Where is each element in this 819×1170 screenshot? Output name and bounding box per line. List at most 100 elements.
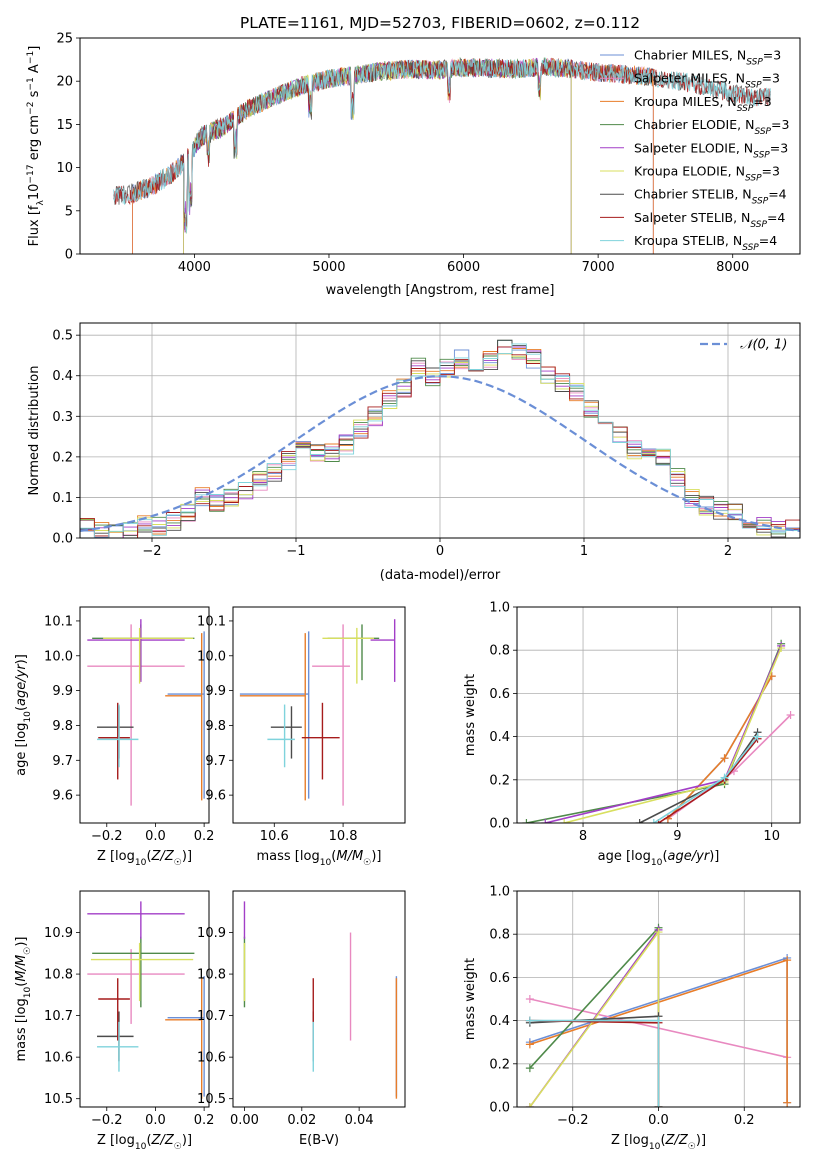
x-tick-label: 10.6 — [260, 829, 289, 844]
y-tick-label: 0.2 — [489, 773, 510, 788]
y-tick-label: 10.9 — [197, 926, 226, 941]
data-point-marker — [777, 644, 786, 653]
plot-frame — [79, 322, 801, 539]
legend: Chabrier MILES, NSSP=3 Salpeter MILES, NS… — [600, 48, 789, 253]
spectrum-series-line — [132, 58, 654, 254]
y-tick-label: 15 — [56, 118, 73, 133]
y-tick-label: 0.4 — [489, 1014, 510, 1029]
x-tick-label: −0.2 — [91, 829, 123, 844]
data-point-marker — [525, 1064, 534, 1073]
spectrum-series-line — [113, 57, 771, 234]
x-tick-label: 9 — [673, 829, 681, 844]
x-axis-label: mass [log10(M/M☉)] — [257, 849, 382, 868]
x-axis-label: Z [log10(Z/Z☉)] — [611, 1133, 706, 1152]
mass-weight-series-line — [564, 647, 782, 823]
y-axis-label: mass weight — [463, 958, 478, 1040]
data-point-marker — [635, 819, 644, 823]
series-group — [80, 339, 800, 538]
x-tick-label: 0.04 — [345, 1113, 374, 1128]
y-tick-label: 0.4 — [52, 369, 73, 384]
y-tick-label: 10.0 — [197, 649, 226, 664]
x-axis-label: Z [log10(Z/Z☉)] — [97, 1133, 192, 1152]
y-tick-label: 9.8 — [205, 719, 226, 734]
x-axis-label: wavelength [Angstrom, rest frame] — [326, 283, 555, 298]
x-tick-label: 8 — [579, 829, 587, 844]
chart-6: 0.00 0.02 0.04 10.5 10.6 10.7 10.8 10.9 E(B-V) — [197, 890, 406, 1148]
data-point-marker — [720, 754, 729, 763]
y-tick-label: 0.8 — [489, 928, 510, 943]
y-axis-label: Normed distribution — [27, 366, 42, 496]
y-tick-label: 10.1 — [44, 614, 73, 629]
y-tick-label: 0.3 — [52, 410, 73, 425]
chart-3: 10.6 10.8 9.6 9.7 9.8 9.9 10.0 10.1 mass [log10(… — [197, 606, 406, 868]
series-group — [87, 619, 205, 806]
y-tick-label: 0.1 — [52, 491, 73, 506]
y-tick-label: 10.5 — [197, 1092, 226, 1107]
y-tick-label: 10 — [56, 161, 73, 176]
plot-frame — [79, 37, 801, 255]
plot-frame — [232, 606, 406, 824]
y-tick-label: 0.0 — [52, 532, 73, 547]
chart-title: PLATE=1161, MJD=52703, FIBERID=0602, z=0… — [240, 14, 640, 32]
normal-curve-line — [80, 375, 800, 532]
spectrum-series-line — [132, 58, 654, 254]
y-tick-label: 10.0 — [44, 649, 73, 664]
data-point-marker — [783, 1098, 792, 1107]
data-point-marker — [783, 956, 792, 965]
x-tick-label: −2 — [142, 544, 161, 559]
y-tick-label: 1.0 — [489, 885, 510, 900]
series-group — [243, 901, 398, 1099]
legend-entry: Chabrier MILES, NSSP=3 — [634, 48, 781, 68]
spectrum-series-line — [183, 56, 572, 254]
chart-5: −0.2 0.0 0.2 10.5 10.6 10.7 10.8 10.9 Z [log10(Z… — [14, 890, 214, 1152]
data-point-marker — [654, 1016, 663, 1025]
y-tick-label: 9.6 — [205, 789, 226, 804]
y-tick-label: 10.5 — [44, 1092, 73, 1107]
spectrum-series-line — [183, 58, 572, 254]
legend-entry: 𝒩(0, 1) — [740, 338, 787, 353]
y-tick-label: 0.0 — [489, 1101, 510, 1116]
y-tick-label: 10.8 — [197, 968, 226, 983]
chart-7: −0.2 0.0 0.2 0.0 0.2 0.4 0.6 0.8 1.0 mass weight Z… — [463, 885, 801, 1152]
data-point-marker — [525, 995, 534, 1003]
y-tick-label: 0.8 — [489, 644, 510, 659]
data-point-marker — [654, 1103, 663, 1107]
y-tick-label: 10.8 — [44, 968, 73, 983]
plot-frame — [516, 606, 801, 824]
y-tick-label: 1.0 — [489, 601, 510, 616]
y-tick-label: 9.9 — [205, 684, 226, 699]
x-tick-label: 7000 — [582, 260, 615, 275]
x-tick-label: 0.0 — [145, 1113, 166, 1128]
y-tick-label: 9.7 — [52, 754, 73, 769]
series-group — [525, 923, 792, 1107]
y-tick-label: 10.7 — [197, 1009, 226, 1024]
y-axis-label: age [log10(age/yr)] — [14, 654, 33, 776]
y-tick-label: 0 — [65, 248, 73, 263]
legend-entry: Salpeter MILES, NSSP=3 — [634, 71, 780, 91]
series-group — [522, 639, 795, 823]
legend-entry: Kroupa ELODIE, NSSP=3 — [634, 164, 780, 184]
x-tick-label: 1 — [580, 544, 588, 559]
y-tick-label: 9.8 — [52, 719, 73, 734]
histogram-series-step — [80, 346, 800, 538]
y-axis-label: mass [log10(M/M☉)] — [14, 937, 33, 1062]
x-tick-label: 6000 — [447, 260, 480, 275]
x-tick-label: 0.0 — [648, 1113, 669, 1128]
spectrum-series-line — [132, 57, 654, 254]
legend-entry: Kroupa MILES, NSSP=3 — [634, 94, 772, 114]
y-tick-label: 10.6 — [44, 1051, 73, 1066]
x-axis-label: age [log10(age/yr)] — [598, 849, 720, 868]
data-point-marker — [541, 819, 550, 823]
data-point-marker — [560, 819, 569, 823]
plot-frame — [79, 890, 210, 1108]
plot-frame — [516, 890, 801, 1108]
data-point-marker — [654, 928, 663, 937]
y-axis-label: mass weight — [463, 674, 478, 756]
y-tick-label: 10.9 — [44, 926, 73, 941]
chart-2: −0.2 0.0 0.2 9.6 9.7 9.8 9.9 10.0 10.1 Z [log10(Z… — [14, 606, 214, 868]
y-tick-label: 0.5 — [52, 329, 73, 344]
y-tick-label: 0.2 — [52, 450, 73, 465]
x-tick-label: 10.8 — [329, 829, 358, 844]
y-tick-label: 10.1 — [197, 614, 226, 629]
